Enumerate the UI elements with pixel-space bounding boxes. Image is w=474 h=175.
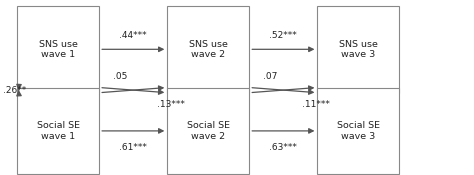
FancyBboxPatch shape bbox=[167, 88, 249, 174]
Text: .63***: .63*** bbox=[269, 143, 297, 152]
Text: .52***: .52*** bbox=[269, 31, 297, 40]
FancyBboxPatch shape bbox=[167, 6, 249, 93]
FancyBboxPatch shape bbox=[17, 6, 99, 93]
Text: SNS use
wave 2: SNS use wave 2 bbox=[189, 40, 228, 59]
Text: .13***: .13*** bbox=[157, 100, 185, 109]
Text: SNS use
wave 3: SNS use wave 3 bbox=[339, 40, 378, 59]
Text: .61***: .61*** bbox=[119, 143, 147, 152]
FancyBboxPatch shape bbox=[17, 88, 99, 174]
Text: SNS use
wave 1: SNS use wave 1 bbox=[39, 40, 78, 59]
Text: .07: .07 bbox=[264, 72, 278, 81]
FancyBboxPatch shape bbox=[317, 88, 400, 174]
Text: Social SE
wave 1: Social SE wave 1 bbox=[36, 121, 80, 141]
Text: .44***: .44*** bbox=[119, 31, 147, 40]
Text: .26**: .26** bbox=[3, 86, 26, 95]
Text: .05: .05 bbox=[113, 72, 128, 81]
Text: Social SE
wave 3: Social SE wave 3 bbox=[337, 121, 380, 141]
FancyBboxPatch shape bbox=[317, 6, 400, 93]
Text: Social SE
wave 2: Social SE wave 2 bbox=[187, 121, 230, 141]
Text: .11***: .11*** bbox=[302, 100, 330, 109]
